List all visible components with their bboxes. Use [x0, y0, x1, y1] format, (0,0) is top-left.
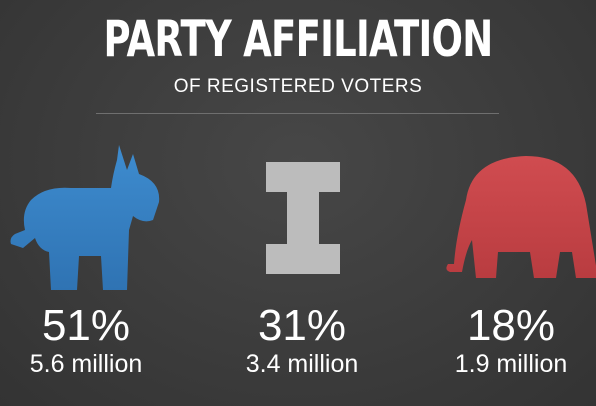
- democrat-count: 5.6 million: [29, 350, 143, 378]
- independent-icon-container: [207, 140, 397, 290]
- independent-percent: 31%: [257, 301, 347, 350]
- democrat-icon-container: [0, 140, 181, 290]
- republican-icon-container: [416, 140, 596, 290]
- title-divider: [96, 113, 499, 114]
- independent-count: 3.4 million: [245, 350, 359, 378]
- donkey-icon: [10, 145, 160, 290]
- elephant-icon: [446, 156, 596, 278]
- chart-subtitle: OF REGISTERED VOTERS: [173, 76, 423, 97]
- independent-i-icon: [266, 162, 340, 274]
- republican-percent: 18%: [466, 301, 556, 350]
- chart-title: PARTY AFFILIATION: [103, 10, 493, 68]
- democrat-percent: 51%: [41, 301, 131, 350]
- republican-count: 1.9 million: [454, 350, 568, 378]
